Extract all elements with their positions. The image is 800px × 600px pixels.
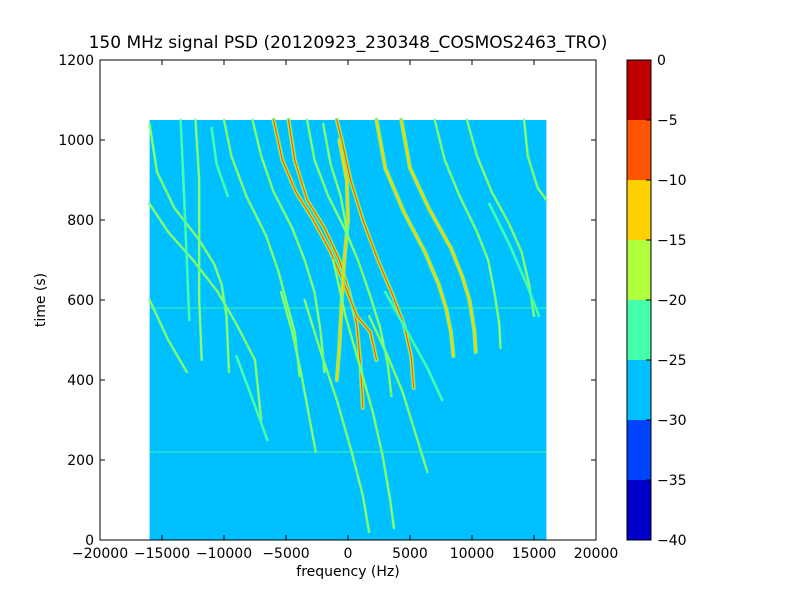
colorbar-segment <box>627 240 651 300</box>
colorbar-segment <box>627 420 651 480</box>
colorbar-tick-label: −25 <box>657 353 687 369</box>
colorbar-segment <box>627 360 651 420</box>
x-axis: −20000 −15000 −10000 −5000 0 5000 10000 15000 20… <box>72 60 618 562</box>
signal-trace <box>235 355 268 441</box>
x-tick-label: 0 <box>344 546 353 562</box>
signal-trace <box>251 119 325 373</box>
colorbar-tick-label: −30 <box>657 413 687 429</box>
plot-area <box>99 59 597 541</box>
colorbar-tick-label: −20 <box>657 293 687 309</box>
signal-trace <box>332 259 395 529</box>
colorbar-segment <box>627 60 651 120</box>
colorbar-segment <box>627 180 651 240</box>
signal-trace <box>336 119 415 389</box>
signal-trace <box>466 119 535 317</box>
signal-trace <box>336 139 349 381</box>
signal-trace <box>488 203 540 317</box>
y-tick-label: 0 <box>85 533 94 549</box>
colorbar-tick-label: −15 <box>657 233 687 249</box>
x-axis-label: frequency (Hz) <box>296 564 399 580</box>
signal-trace <box>322 123 349 237</box>
x-tick-label: 5000 <box>392 546 428 562</box>
y-axis-label: time (s) <box>33 273 49 327</box>
signal-trace <box>223 119 301 377</box>
x-tick-label: −15000 <box>134 546 190 562</box>
chart-title: 150 MHz signal PSD (20120923_230348_COSM… <box>89 33 608 53</box>
colorbar-tick-label: −10 <box>657 173 687 189</box>
signal-trace <box>149 123 230 373</box>
signal-trace <box>384 291 443 401</box>
colorbar-tick-label: −35 <box>657 473 687 489</box>
signal-trace <box>180 119 190 321</box>
colorbar-tick-label: −40 <box>657 533 687 549</box>
colorbar-segment <box>627 120 651 180</box>
signal-trace <box>149 299 188 373</box>
colorbar-segment <box>627 480 651 540</box>
signal-trace <box>434 119 502 349</box>
y-tick-label: 200 <box>67 453 94 469</box>
x-tick-label: −20000 <box>72 546 128 562</box>
signal-trace <box>368 315 428 473</box>
colorbar-tick-label: −5 <box>657 113 678 129</box>
x-tick-label: −5000 <box>262 546 309 562</box>
y-tick-label: 1000 <box>58 133 94 149</box>
signal-trace <box>400 119 477 353</box>
heatmap <box>148 117 548 540</box>
x-tick-label: −10000 <box>196 546 252 562</box>
signal-trace <box>273 119 378 361</box>
y-axis: 0 200 400 600 800 1000 1200 <box>58 53 596 549</box>
x-tick-label: 10000 <box>450 546 495 562</box>
signal-trace <box>523 119 547 201</box>
y-tick-label: 400 <box>67 373 94 389</box>
colorbar: −40 −35 −30 −25 −20 −15 −10 −5 0 <box>626 53 687 549</box>
signal-trace <box>149 203 262 421</box>
signal-trace <box>304 299 370 533</box>
signal-trace <box>194 119 203 361</box>
y-tick-label: 1200 <box>58 53 94 69</box>
colorbar-segment <box>627 300 651 360</box>
x-tick-label: 15000 <box>512 546 557 562</box>
signal-trace <box>287 119 364 409</box>
signal-trace <box>211 127 229 197</box>
x-tick-label: 20000 <box>574 546 619 562</box>
y-tick-label: 600 <box>67 293 94 309</box>
signal-trace <box>280 291 317 453</box>
colorbar-tick-label: 0 <box>657 53 666 69</box>
y-tick-label: 800 <box>67 213 94 229</box>
signal-trace <box>375 119 454 357</box>
